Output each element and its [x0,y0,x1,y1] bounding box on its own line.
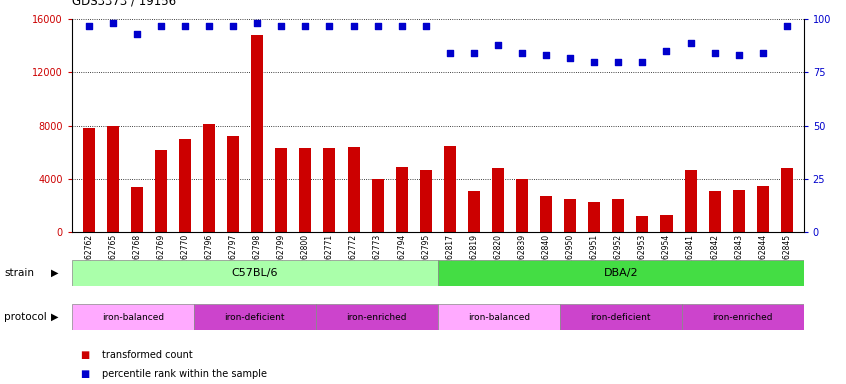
Point [154,23,168,29]
Point [635,59,649,65]
Text: GDS3373 / 19156: GDS3373 / 19156 [72,0,176,8]
Text: ■: ■ [80,350,90,360]
Point [395,23,409,29]
Bar [733,190,744,232]
Point [322,23,336,29]
Bar [437,304,560,330]
Bar [83,128,95,232]
Bar [316,304,438,330]
Point [419,23,432,29]
Text: iron-deficient: iron-deficient [591,313,651,322]
Bar [684,170,696,232]
Bar [437,260,804,286]
Bar [444,146,456,232]
Bar [155,150,167,232]
Point [587,59,601,65]
Point [347,23,360,29]
Bar [468,191,480,232]
Bar [72,260,437,286]
Bar [420,170,431,232]
Bar [661,215,673,232]
Point [82,23,96,29]
Bar [131,187,143,232]
Text: ▶: ▶ [51,268,58,278]
Point [299,23,312,29]
Point [106,20,119,26]
Text: ▶: ▶ [51,312,58,322]
Bar [540,196,552,232]
Bar [348,147,360,232]
Bar [492,169,504,232]
Bar [72,304,194,330]
Bar [757,186,769,232]
Bar [323,148,336,232]
Bar [371,179,383,232]
Bar [107,126,118,232]
Bar [613,199,624,232]
Bar [516,179,528,232]
Bar [709,191,721,232]
Point [202,23,216,29]
Text: iron-enriched: iron-enriched [347,313,407,322]
Text: protocol: protocol [4,312,47,322]
Text: iron-balanced: iron-balanced [102,313,164,322]
Point [612,59,625,65]
Point [179,23,192,29]
Bar [275,148,288,232]
Text: percentile rank within the sample: percentile rank within the sample [102,369,266,379]
Bar [396,167,408,232]
Text: ■: ■ [80,369,90,379]
Bar [682,304,804,330]
Point [130,31,144,37]
Point [492,42,505,48]
Text: iron-balanced: iron-balanced [468,313,530,322]
Point [275,23,288,29]
Text: DBA/2: DBA/2 [603,268,638,278]
Bar [194,304,316,330]
Bar [781,169,793,232]
Bar [636,216,648,232]
Point [467,50,481,56]
Text: strain: strain [4,268,34,278]
Point [708,50,722,56]
Text: iron-deficient: iron-deficient [224,313,285,322]
Text: C57BL/6: C57BL/6 [232,268,278,278]
Point [563,55,577,61]
Bar [560,304,682,330]
Point [540,52,553,58]
Point [732,52,745,58]
Bar [299,148,311,232]
Point [684,40,697,46]
Point [250,20,264,26]
Text: iron-enriched: iron-enriched [712,313,773,322]
Bar [179,139,191,232]
Point [780,23,794,29]
Bar [251,35,263,232]
Bar [588,202,601,232]
Bar [228,136,239,232]
Point [660,48,673,54]
Text: transformed count: transformed count [102,350,192,360]
Point [515,50,529,56]
Point [443,50,457,56]
Bar [203,124,215,232]
Point [756,50,770,56]
Bar [564,199,576,232]
Point [371,23,384,29]
Point [227,23,240,29]
